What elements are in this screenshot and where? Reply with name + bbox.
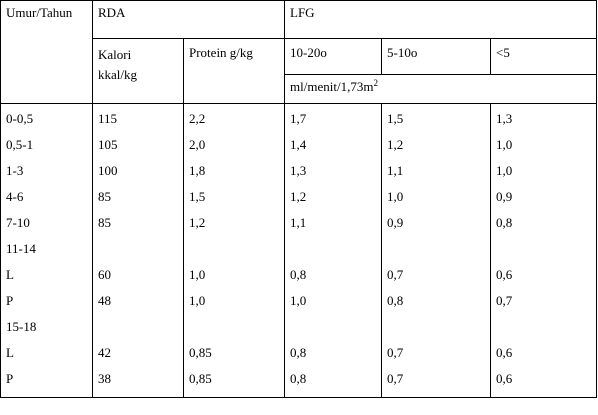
cell-age: L — [0, 345, 93, 371]
cell-lfg-10-20: 0,8 — [284, 345, 383, 371]
cell-lfg-lt5: 1,3 — [490, 103, 598, 137]
header-kalori: Kalori kkal/kg — [92, 38, 184, 104]
cell-kalori: 115 — [92, 103, 184, 137]
cell-kalori: 85 — [92, 215, 184, 241]
cell-protein: 1,8 — [182, 163, 286, 189]
table-row: L 42 0,85 0,8 0,7 0,6 — [0, 345, 598, 371]
cell-lfg-10-20 — [284, 241, 383, 267]
header-age: Umur/Tahun — [0, 0, 93, 104]
cell-lfg-10-20: 1,4 — [284, 137, 383, 163]
header-row-unit: ml/menit/1,73m2 — [1, 74, 598, 104]
header-rda: RDA — [91, 0, 286, 39]
cell-age: P — [0, 293, 93, 319]
cell-age: 7-10 — [0, 215, 93, 241]
cell-lfg-lt5: 0,9 — [490, 189, 598, 215]
header-lfg-range-1: 10-20o — [284, 38, 383, 75]
cell-protein: 1,5 — [182, 189, 286, 215]
cell-age: L — [0, 267, 93, 293]
cell-lfg-10-20: 1,1 — [284, 215, 383, 241]
cell-kalori: 42 — [92, 345, 184, 371]
cell-age: 1-3 — [0, 163, 93, 189]
cell-age: 11-14 — [0, 241, 93, 267]
table-row-group-label: 15-18 — [0, 319, 598, 345]
cell-kalori: 60 — [92, 267, 184, 293]
cell-kalori: 38 — [92, 371, 184, 398]
cell-lfg-5-10: 1,0 — [381, 189, 492, 215]
table-row: 4-6 85 1,5 1,2 1,0 0,9 — [0, 189, 598, 215]
header-lfg: LFG — [284, 0, 598, 39]
table-row: 1-3 100 1,8 1,3 1,1 1,0 — [0, 163, 598, 189]
cell-protein — [182, 319, 286, 345]
cell-protein — [182, 241, 286, 267]
header-row-groups: Umur/Tahun RDA LFG — [0, 0, 598, 104]
cell-lfg-lt5: 1,0 — [490, 137, 598, 163]
cell-kalori: 105 — [92, 137, 184, 163]
cell-kalori — [92, 319, 184, 345]
header-lfg-range-2: 5-10o — [381, 38, 492, 75]
cell-lfg-5-10: 0,7 — [381, 371, 492, 398]
cell-age: 0-0,5 — [0, 103, 93, 137]
cell-lfg-5-10 — [381, 241, 492, 267]
cell-lfg-5-10: 1,1 — [381, 163, 492, 189]
cell-kalori: 48 — [92, 293, 184, 319]
header-lfg-unit: ml/menit/1,73m2 — [284, 74, 598, 104]
cell-lfg-10-20 — [284, 319, 383, 345]
rda-lfg-table: Umur/Tahun RDA LFG Kalori kkal/kg Protei… — [0, 0, 598, 398]
cell-lfg-5-10: 0,7 — [381, 345, 492, 371]
cell-age: 0,5-1 — [0, 137, 93, 163]
table-row: 7-10 85 1,2 1,1 0,9 0,8 — [0, 215, 598, 241]
cell-lfg-10-20: 1,3 — [284, 163, 383, 189]
cell-lfg-10-20: 1,2 — [284, 189, 383, 215]
table-row: 0,5-1 105 2,0 1,4 1,2 1,0 — [0, 137, 598, 163]
cell-protein: 2,0 — [182, 137, 286, 163]
cell-lfg-5-10: 0,7 — [381, 267, 492, 293]
cell-age: P — [0, 371, 93, 398]
cell-lfg-lt5: 0,6 — [490, 371, 598, 398]
cell-lfg-lt5 — [490, 319, 598, 345]
cell-protein: 0,85 — [182, 371, 286, 398]
cell-lfg-10-20: 1,7 — [284, 103, 383, 137]
cell-kalori: 85 — [92, 189, 184, 215]
cell-lfg-10-20: 1,0 — [284, 293, 383, 319]
table-row: 0-0,5 115 2,2 1,7 1,5 1,3 — [0, 103, 598, 137]
cell-protein: 1,0 — [182, 267, 286, 293]
cell-age: 4-6 — [0, 189, 93, 215]
cell-protein: 1,0 — [182, 293, 286, 319]
header-lfg-unit-text: ml/menit/1,73m — [290, 79, 374, 94]
cell-lfg-5-10: 1,5 — [381, 103, 492, 137]
cell-lfg-lt5: 0,6 — [490, 267, 598, 293]
cell-kalori — [92, 241, 184, 267]
cell-lfg-5-10: 1,2 — [381, 137, 492, 163]
cell-age: 15-18 — [0, 319, 93, 345]
cell-lfg-lt5: 0,6 — [490, 345, 598, 371]
cell-lfg-lt5: 1,0 — [490, 163, 598, 189]
cell-lfg-lt5: 0,7 — [490, 293, 598, 319]
cell-protein: 1,2 — [182, 215, 286, 241]
header-row-columns: Kalori kkal/kg Protein g/kg 10-20o 5-10o… — [1, 38, 598, 104]
cell-lfg-10-20: 0,8 — [284, 267, 383, 293]
cell-kalori: 100 — [92, 163, 184, 189]
header-lfg-range-3: <5 — [490, 38, 598, 75]
table-row: P 48 1,0 1,0 0,8 0,7 — [0, 293, 598, 319]
cell-lfg-10-20: 0,8 — [284, 371, 383, 398]
cell-lfg-5-10: 0,9 — [381, 215, 492, 241]
header-kalori-line1: Kalori — [98, 47, 132, 62]
header-kalori-line2: kkal/kg — [98, 67, 137, 82]
cell-lfg-5-10: 0,8 — [381, 293, 492, 319]
cell-lfg-lt5: 0,8 — [490, 215, 598, 241]
header-lfg-unit-sup: 2 — [373, 78, 378, 88]
cell-lfg-lt5 — [490, 241, 598, 267]
table-row-group-label: 11-14 — [0, 241, 598, 267]
table-row: P 38 0,85 0,8 0,7 0,6 — [0, 371, 598, 398]
table-body: 0-0,5 115 2,2 1,7 1,5 1,3 0,5-1 105 2,0 … — [0, 103, 598, 398]
cell-lfg-5-10 — [381, 319, 492, 345]
table-row: L 60 1,0 0,8 0,7 0,6 — [0, 267, 598, 293]
cell-protein: 0,85 — [182, 345, 286, 371]
header-protein: Protein g/kg — [182, 38, 286, 104]
cell-protein: 2,2 — [182, 103, 286, 137]
